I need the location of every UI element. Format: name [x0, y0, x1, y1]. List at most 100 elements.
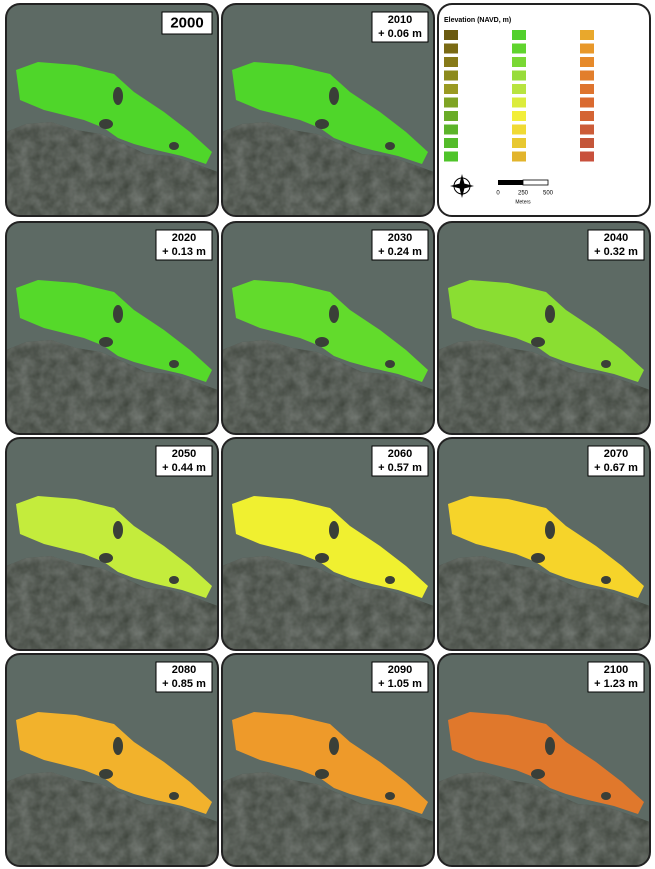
year-label: 2020 [172, 232, 196, 244]
island [329, 305, 339, 323]
island [315, 337, 329, 347]
legend-swatch [512, 57, 526, 67]
legend-swatch [580, 57, 594, 67]
legend-swatch [580, 44, 594, 54]
island [113, 87, 123, 105]
legend-swatch [444, 44, 458, 54]
legend-swatch [512, 30, 526, 40]
year-label: 2000 [170, 14, 203, 31]
map-panel: 2000 [6, 4, 218, 216]
legend-title: Elevation (NAVD, m) [444, 17, 511, 24]
map-panel: 2010 + 0.06 m [222, 4, 434, 216]
island [601, 576, 611, 584]
island [385, 576, 395, 584]
island [531, 337, 545, 347]
legend-swatch [444, 84, 458, 94]
island [531, 553, 545, 563]
legend-swatch [444, 71, 458, 81]
year-label: 2060 [388, 448, 412, 460]
legend-swatch [444, 30, 458, 40]
scale-bar [523, 180, 548, 185]
map-panel: 2020+ 0.13 m [6, 222, 218, 434]
legend-swatch [512, 125, 526, 135]
island [385, 142, 395, 150]
island [385, 360, 395, 368]
rise-label: + 0.06 m [378, 28, 422, 40]
figure: 2000 2010 + 0.06 m 2020+ 0.13 m2030+ 0.24 m… [0, 0, 655, 869]
island [601, 360, 611, 368]
map-panel: 2090 + 1.05 m [222, 654, 434, 866]
legend-swatch [512, 111, 526, 121]
legend-swatch [512, 71, 526, 81]
year-label: 2010 [388, 14, 412, 26]
island [601, 792, 611, 800]
legend-swatch [580, 111, 594, 121]
scale-bar [498, 180, 523, 185]
island [169, 142, 179, 150]
rise-label: + 0.44 m [162, 462, 206, 474]
map-panel: 2040 + 0.32 m [438, 222, 650, 434]
legend-swatch [444, 138, 458, 148]
year-label: 2070 [604, 448, 628, 460]
island [315, 119, 329, 129]
island [315, 553, 329, 563]
island [113, 305, 123, 323]
island [99, 337, 113, 347]
island [169, 576, 179, 584]
island [329, 521, 339, 539]
map-panel: 2050 + 0.44 m [6, 438, 218, 650]
legend-swatch [580, 84, 594, 94]
scale-label: 500 [543, 191, 554, 197]
island [99, 769, 113, 779]
rise-label: + 0.57 m [378, 462, 422, 474]
island [169, 360, 179, 368]
rise-label: + 0.24 m [378, 246, 422, 258]
year-label: 2090 [388, 664, 412, 676]
island [113, 521, 123, 539]
island [385, 792, 395, 800]
legend-swatch [580, 152, 594, 162]
legend-swatch [580, 125, 594, 135]
map-panel: 2060 + 0.57 m [222, 438, 434, 650]
island [545, 521, 555, 539]
year-label: 2080 [172, 664, 196, 676]
legend-swatch [512, 138, 526, 148]
island [99, 553, 113, 563]
island [329, 737, 339, 755]
island [531, 769, 545, 779]
island [315, 769, 329, 779]
rise-label: + 1.05 m [378, 678, 422, 690]
map-panel: 2100 + 1.23 m [438, 654, 650, 866]
legend-swatch [580, 138, 594, 148]
legend-swatch [580, 71, 594, 81]
map-panel: 2030+ 0.24 m [222, 222, 434, 434]
island [545, 737, 555, 755]
map-image [6, 4, 218, 216]
rise-label: + 0.85 m [162, 678, 206, 690]
island [113, 737, 123, 755]
rise-label: + 1.23 m [594, 678, 638, 690]
rise-label: + 0.32 m [594, 246, 638, 258]
legend-swatch [444, 111, 458, 121]
legend-swatch [444, 98, 458, 108]
island [169, 792, 179, 800]
legend-swatch [444, 152, 458, 162]
map-panel: 2080 + 0.85 m [6, 654, 218, 866]
scale-label: 250 [518, 191, 529, 197]
legend-swatch [512, 84, 526, 94]
scale-unit: Meters [515, 199, 531, 205]
legend-swatch [580, 30, 594, 40]
island [545, 305, 555, 323]
year-label: 2050 [172, 448, 196, 460]
island [99, 119, 113, 129]
year-label: 2040 [604, 232, 628, 244]
legend-swatch [512, 98, 526, 108]
legend-swatch [512, 44, 526, 54]
island [329, 87, 339, 105]
legend-swatch [512, 152, 526, 162]
year-label: 2100 [604, 664, 628, 676]
legend-swatch [444, 57, 458, 67]
legend-swatch [444, 125, 458, 135]
legend-swatch [580, 98, 594, 108]
